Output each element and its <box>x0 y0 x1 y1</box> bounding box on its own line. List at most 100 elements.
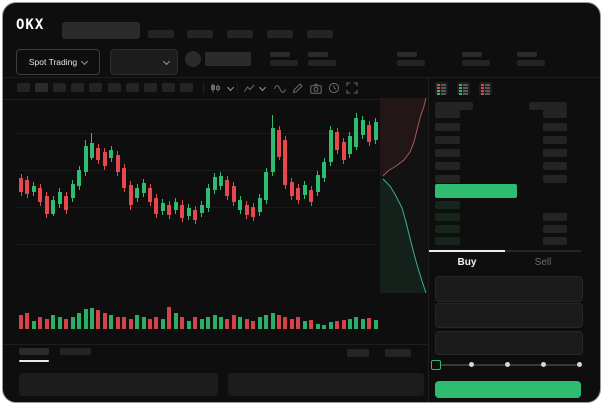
candle <box>167 205 172 215</box>
volume-bar <box>218 317 223 329</box>
volume-bar <box>296 317 301 329</box>
bid-row-amount[interactable] <box>543 237 567 245</box>
icon-row <box>481 84 490 86</box>
chart-style-icon[interactable] <box>208 83 222 93</box>
icon-row <box>437 87 446 89</box>
nav-item[interactable] <box>187 30 213 38</box>
orderbook-asks <box>429 110 600 185</box>
fullscreen-icon[interactable] <box>345 82 358 94</box>
timeframe-button[interactable] <box>143 83 157 92</box>
volume-bar <box>180 317 185 329</box>
timeframe-button[interactable] <box>89 83 103 92</box>
bid-row-price[interactable] <box>435 201 460 209</box>
okx-logo: OKX <box>16 17 45 33</box>
timeframe-button[interactable] <box>107 83 121 92</box>
ask-row-amount[interactable] <box>543 123 567 131</box>
bid-row-price[interactable] <box>435 225 460 233</box>
candle <box>148 188 152 202</box>
tab-buy[interactable]: Buy <box>457 256 477 268</box>
candle <box>264 172 269 200</box>
timeframe-button[interactable] <box>53 83 67 92</box>
slider-handle[interactable] <box>431 360 441 370</box>
volume-bar <box>360 319 365 329</box>
candle <box>206 188 211 208</box>
timeframe-button[interactable] <box>17 83 30 92</box>
candle <box>373 122 378 140</box>
bottom-action-button[interactable] <box>347 349 369 357</box>
icon-square <box>481 84 484 86</box>
nav-item[interactable] <box>307 30 333 38</box>
price-input[interactable] <box>435 276 583 302</box>
orderbook-mode-book-asks-icon[interactable] <box>479 82 492 95</box>
orderbook-mode-book-bids-icon[interactable] <box>457 82 470 95</box>
volume-bar <box>322 325 327 329</box>
buy-submit-button[interactable] <box>435 381 581 398</box>
ask-row-amount[interactable] <box>543 175 567 183</box>
top-nav <box>3 30 600 40</box>
candlestick-plot[interactable] <box>15 100 378 295</box>
timeframe-button[interactable] <box>179 83 193 92</box>
nav-item[interactable] <box>267 30 293 38</box>
pair-selector-dropdown[interactable] <box>110 49 178 75</box>
candle <box>83 146 88 172</box>
ask-row-price[interactable] <box>435 149 460 157</box>
candle <box>354 118 359 147</box>
last-price-bar[interactable] <box>435 184 517 198</box>
orders-panel-placeholder <box>228 373 424 396</box>
slider-stop-dot[interactable] <box>505 362 510 367</box>
gridline <box>15 133 377 134</box>
gridline <box>15 244 377 245</box>
ask-row-price[interactable] <box>435 123 460 131</box>
orderbook-mode-book-all-icon[interactable] <box>435 82 448 95</box>
search-input[interactable] <box>62 22 140 39</box>
icon-line <box>441 87 446 89</box>
slider-stop-dot[interactable] <box>469 362 474 367</box>
wave-indicator-icon[interactable] <box>273 82 286 94</box>
nav-item[interactable] <box>148 30 174 38</box>
bottom-tab[interactable] <box>60 348 91 355</box>
ask-row-amount[interactable] <box>543 162 567 170</box>
candle <box>283 140 288 185</box>
amount-input[interactable] <box>435 303 583 328</box>
total-input[interactable] <box>435 331 583 355</box>
pencil-draw-icon[interactable] <box>291 82 304 94</box>
ticker-stat <box>397 49 427 73</box>
slider-stops <box>429 362 582 368</box>
timeframe-button[interactable] <box>35 83 49 92</box>
candle <box>328 130 333 162</box>
volume-bar <box>25 313 30 329</box>
indicator-line-icon[interactable] <box>242 83 256 93</box>
bid-row-amount[interactable] <box>543 213 567 221</box>
candle <box>302 185 307 195</box>
slider-stop-dot[interactable] <box>577 362 582 367</box>
nav-item[interactable] <box>227 30 253 38</box>
bottom-action-button[interactable] <box>385 349 411 357</box>
bid-row-price[interactable] <box>435 213 460 221</box>
ask-row-price[interactable] <box>435 162 460 170</box>
ask-row-amount[interactable] <box>543 110 567 118</box>
candle <box>135 188 140 198</box>
ask-row-price[interactable] <box>435 175 460 183</box>
candle <box>128 185 133 205</box>
candle <box>180 205 185 218</box>
bid-row-amount[interactable] <box>543 225 567 233</box>
ask-row-amount[interactable] <box>543 149 567 157</box>
timeframe-button[interactable] <box>71 83 85 92</box>
volume-bar <box>231 315 236 329</box>
volume-bar <box>264 315 269 329</box>
market-type-dropdown[interactable]: Spot Trading <box>16 49 100 75</box>
ask-row-price[interactable] <box>435 136 460 144</box>
ask-row-amount[interactable] <box>543 136 567 144</box>
bid-row-price[interactable] <box>435 237 460 245</box>
camera-screenshot-icon[interactable] <box>309 82 322 94</box>
orderbook-header-amount <box>529 102 567 110</box>
ask-row-price[interactable] <box>435 110 460 118</box>
candle <box>296 188 301 200</box>
slider-stop-dot[interactable] <box>541 362 546 367</box>
icon-square <box>437 93 440 95</box>
timeframe-button[interactable] <box>161 83 175 92</box>
timeframe-button[interactable] <box>125 83 139 92</box>
history-icon[interactable] <box>327 82 340 94</box>
tab-sell[interactable]: Sell <box>534 256 552 268</box>
bottom-tab-active[interactable] <box>19 348 49 355</box>
